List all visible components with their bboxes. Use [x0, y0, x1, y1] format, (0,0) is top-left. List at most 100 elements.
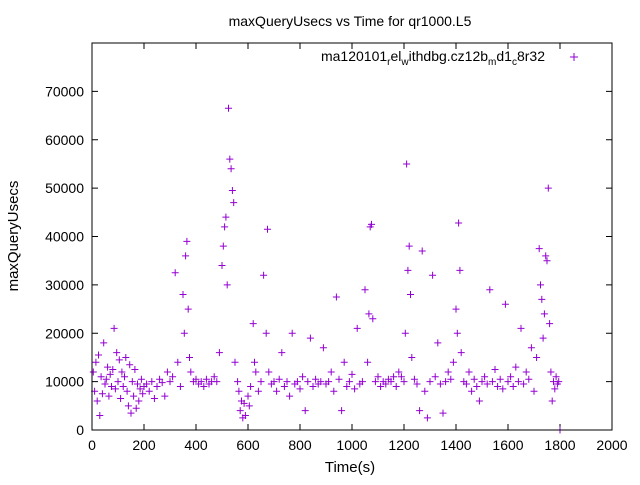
data-point	[401, 329, 409, 337]
data-point	[171, 269, 179, 277]
x-tick-label: 2000	[596, 437, 627, 453]
data-point	[453, 329, 461, 337]
data-point	[491, 366, 499, 374]
data-point	[236, 407, 244, 415]
data-point	[264, 225, 271, 233]
data-point	[353, 324, 361, 332]
y-tick-label: 40000	[45, 229, 84, 245]
data-point	[187, 368, 195, 376]
data-point	[522, 368, 530, 376]
data-point	[332, 293, 340, 301]
data-point	[299, 373, 307, 381]
data-point	[442, 378, 450, 386]
data-point	[249, 320, 257, 328]
data-point	[426, 378, 434, 386]
data-point	[260, 271, 268, 279]
data-point	[525, 375, 533, 383]
data-point	[542, 252, 550, 260]
data-point	[202, 375, 210, 383]
data-point	[535, 245, 543, 253]
x-tick-label: 400	[184, 437, 208, 453]
data-point	[512, 363, 520, 371]
data-point	[257, 378, 265, 386]
data-point	[431, 373, 439, 381]
data-point	[286, 392, 294, 400]
data-point	[117, 395, 125, 403]
data-point	[92, 358, 100, 366]
data-point	[137, 375, 145, 383]
data-point	[309, 382, 317, 390]
data-point	[351, 385, 359, 393]
data-point	[235, 387, 243, 395]
data-point	[418, 247, 426, 255]
data-point	[343, 382, 351, 390]
data-point	[368, 220, 375, 228]
data-point	[163, 368, 171, 376]
data-point	[377, 382, 385, 390]
data-point	[345, 378, 353, 386]
data-point	[335, 375, 343, 383]
data-point	[183, 237, 191, 245]
x-tick-label: 1000	[336, 437, 367, 453]
data-point	[374, 373, 382, 381]
data-point	[101, 380, 109, 388]
data-point	[547, 368, 555, 376]
data-point	[210, 373, 218, 381]
data-point	[555, 378, 563, 386]
data-point	[296, 385, 304, 393]
x-tick-label: 600	[236, 437, 260, 453]
plot-frame	[91, 42, 613, 431]
legend-label-part: d1	[496, 48, 512, 64]
data-point	[280, 382, 288, 390]
data-point	[143, 380, 151, 388]
x-tick-label: 200	[132, 437, 156, 453]
data-point	[364, 358, 372, 366]
data-point	[509, 382, 517, 390]
data-point	[145, 387, 153, 395]
data-point	[301, 407, 309, 415]
data-point	[106, 370, 114, 378]
data-point	[89, 368, 97, 376]
data-point	[465, 368, 473, 376]
data-point	[218, 262, 226, 270]
data-point	[407, 291, 414, 299]
data-point	[226, 155, 234, 163]
data-point	[312, 375, 320, 383]
data-point	[392, 382, 400, 390]
data-point	[186, 353, 193, 361]
legend-label-part: ithdbg.cz12b	[409, 48, 489, 64]
data-point	[231, 358, 239, 366]
data-point	[223, 281, 231, 289]
data-point	[95, 351, 102, 359]
data-point	[538, 295, 546, 303]
data-point	[444, 368, 452, 376]
data-point	[244, 392, 252, 400]
data-point	[530, 387, 538, 395]
data-point	[544, 184, 552, 192]
data-point	[397, 373, 405, 381]
data-point	[395, 368, 403, 376]
data-point	[150, 395, 158, 403]
data-point	[496, 375, 504, 383]
data-point	[234, 378, 242, 386]
data-point	[182, 252, 190, 260]
data-point	[475, 397, 483, 405]
data-point	[410, 375, 418, 383]
data-point	[468, 387, 476, 395]
data-point	[119, 382, 127, 390]
y-tick-label: 0	[76, 422, 84, 438]
data-point	[97, 373, 105, 381]
data-point	[126, 361, 134, 369]
data-point	[348, 370, 356, 378]
y-tick-label: 60000	[45, 132, 84, 148]
data-point	[548, 397, 556, 405]
data-point	[517, 324, 525, 332]
legend-label-part: 8r32	[517, 48, 545, 64]
data-point	[240, 399, 248, 407]
data-point	[501, 300, 509, 308]
data-point	[421, 387, 429, 395]
data-point	[245, 402, 253, 410]
data-point	[404, 266, 412, 274]
data-point	[136, 385, 144, 393]
data-point	[213, 378, 221, 386]
